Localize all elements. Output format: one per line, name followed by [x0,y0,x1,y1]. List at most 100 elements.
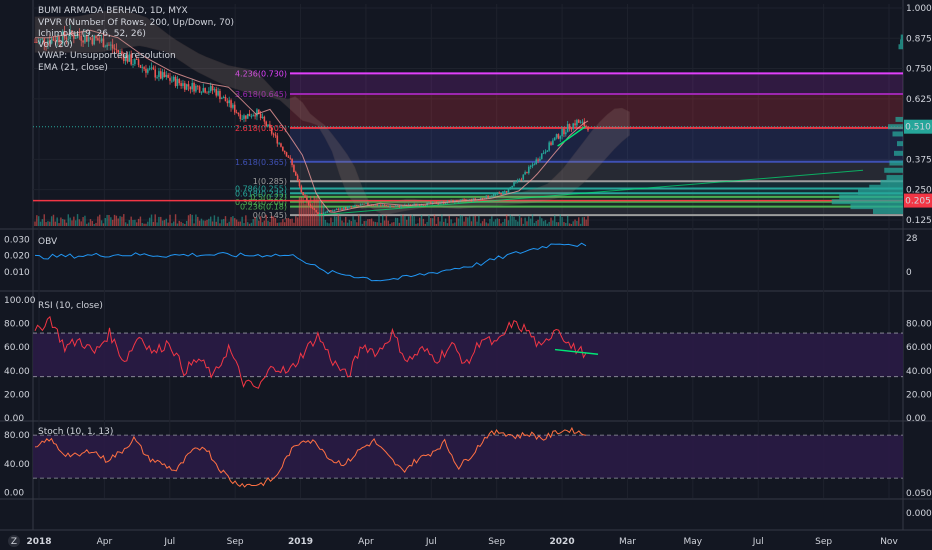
candle-body [333,210,336,211]
x-tick-label: Jul [752,537,764,547]
rsi-right-tick: 20.00 [906,390,932,400]
vpvr-bar [884,167,903,173]
volume-bar [234,218,236,226]
volume-bar [474,215,476,226]
candle-body [71,30,73,35]
logo-letter: Z [11,537,17,547]
x-tick-label: Jul [425,537,437,547]
volume-bar [566,215,569,226]
candle-body [459,199,462,202]
volume-bar [210,216,212,226]
indicator-vwap[interactable]: VWAP: Unsupported resolution [38,51,176,61]
candle-body [39,38,42,41]
candle-body [515,181,517,183]
indicator-ema[interactable]: EMA (21, close) [38,63,108,73]
volume-bar [498,218,500,226]
volume-bar [333,216,336,226]
candle-body [245,115,247,119]
candle-body [422,205,425,206]
volume-bar [359,215,362,226]
stoch-legend[interactable]: Stoch (10, 1, 13) [38,427,113,437]
fib-level-label: 2.618(0.505) [235,124,287,133]
volume-bar [222,219,225,226]
volume-bar [132,220,134,226]
rsi-legend[interactable]: RSI (10, close) [38,301,103,311]
indicator-ichimoku[interactable]: Ichimoku (9, 26, 52, 26) [38,29,146,39]
volume-bar [193,223,195,226]
candle-body [394,206,397,207]
volume-bar [472,216,475,226]
candle-body [272,133,275,135]
candle-body [182,83,184,86]
candle-body [579,121,582,123]
candle-body [428,202,430,204]
candle-body [110,44,112,46]
volume-bar [283,222,286,226]
fib-level-label: 0.5(0.22) [250,193,287,202]
candle-body [287,156,290,158]
candle-body [568,124,571,129]
volume-bar [119,216,121,226]
volume-bar [245,215,247,226]
candle-body [139,65,142,68]
volume-bar [304,203,306,226]
support-label: 0.205 [905,197,931,207]
volume-bar [413,216,415,226]
volume-bar [398,222,401,226]
volume-bar [552,220,554,226]
volume-bar [352,216,354,226]
rsi-left-tick: 100.00 [4,296,36,306]
vpvr-bar [873,208,903,214]
candle-body [293,165,295,173]
candle-body [198,86,201,93]
volume-bar [52,214,55,226]
volume-bar [121,216,123,226]
candle-body [533,164,536,166]
candle-body [326,211,329,213]
candle-body [80,35,83,41]
volume-bar [271,215,273,226]
price-y-tick: 0.875 [906,34,932,44]
volume-bar [391,222,393,226]
volume-bar [311,203,314,226]
candle-body [222,96,225,99]
obv-legend[interactable]: OBV [38,237,58,247]
candle-body [557,134,560,139]
candle-body [137,59,140,66]
obv-left-tick: 0.010 [4,268,30,278]
volume-bar [226,223,229,226]
indicator-vpvr[interactable]: VPVR (Number Of Rows, 200, Up/Down, 70) [38,18,234,28]
volume-bar [332,222,334,226]
volume-bar [489,218,491,226]
candle-body [263,116,266,122]
volume-bar [215,221,217,226]
volume-bar [339,216,341,226]
volume-bar [106,214,108,226]
volume-bar [124,222,127,226]
candle-body [407,204,410,206]
price-y-tick: 0.375 [906,155,932,165]
ichimoku-cloud [34,8,630,216]
candle-body [150,67,153,69]
indicator-volume[interactable]: Vol (20) [38,40,73,50]
volume-bar [496,218,499,226]
volume-bar [317,194,319,226]
volume-bar [470,221,473,226]
candle-body [102,38,105,48]
volume-bar [221,219,223,226]
volume-bar [444,218,447,226]
volume-bar [187,215,190,226]
vpvr-bar [892,131,903,137]
volume-bar [156,222,158,226]
candle-body [196,85,199,87]
volume-bar [492,221,495,226]
candle-body [389,206,391,208]
fib-level-label: 3.618(0.645) [235,90,287,99]
volume-bar [148,217,151,226]
volume-bar [293,222,295,226]
volume-bar [341,220,343,226]
symbol-title[interactable]: BUMI ARMADA BERHAD, 1D, MYX [38,6,188,16]
candle-body [89,37,92,39]
volume-bar [272,216,275,226]
candle-body [537,159,539,161]
